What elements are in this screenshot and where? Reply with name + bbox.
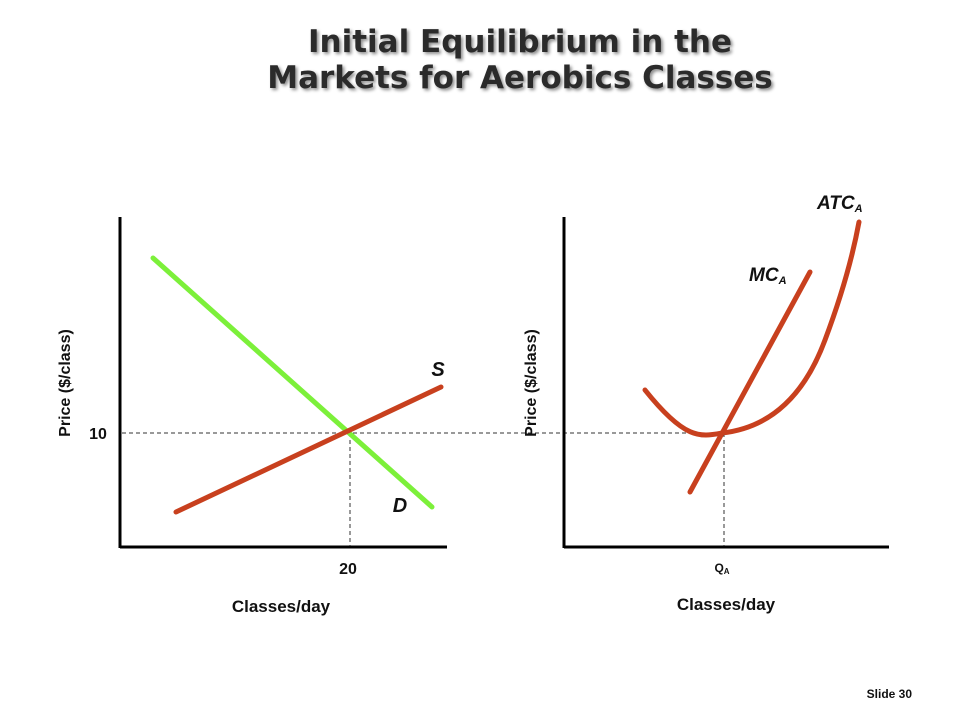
mc-curve bbox=[687, 269, 813, 495]
right-firm-panel: Price ($/class) Classes/day QA MCA ATCA bbox=[523, 193, 889, 614]
demand-curve bbox=[150, 255, 435, 510]
slide-title: Initial Equilibrium in the Markets for A… bbox=[240, 24, 800, 96]
quantity-tick-label: 20 bbox=[339, 561, 357, 578]
atc-label-base: ATC bbox=[816, 193, 855, 214]
left-x-axis-label: Classes/day bbox=[232, 597, 331, 616]
atc-label-sub: A bbox=[854, 203, 863, 215]
q-a-tick-sub: A bbox=[724, 567, 730, 576]
left-y-axis-label: Price ($/class) bbox=[57, 329, 74, 437]
slide-title-line-2: Markets for Aerobics Classes bbox=[267, 60, 773, 96]
price-tick-label: 10 bbox=[89, 426, 107, 443]
right-y-axis-label: Price ($/class) bbox=[523, 329, 540, 437]
slide-number: Slide 30 bbox=[866, 687, 912, 701]
left-market-panel: Price ($/class) Classes/day 10 20 S D bbox=[57, 217, 718, 616]
atc-curve bbox=[642, 219, 862, 438]
slide-title-line-1: Initial Equilibrium in the bbox=[308, 24, 732, 60]
q-a-tick-base: Q bbox=[714, 561, 723, 575]
mc-label-sub: A bbox=[778, 275, 787, 287]
atc-label: ATCA bbox=[816, 193, 863, 215]
q-a-tick-label: QA bbox=[714, 561, 729, 576]
demand-label: D bbox=[393, 495, 407, 517]
supply-curve bbox=[173, 384, 444, 515]
mc-label: MCA bbox=[749, 265, 787, 287]
right-x-axis-label: Classes/day bbox=[677, 595, 776, 614]
supply-label: S bbox=[431, 359, 445, 381]
mc-label-base: MC bbox=[749, 265, 779, 286]
